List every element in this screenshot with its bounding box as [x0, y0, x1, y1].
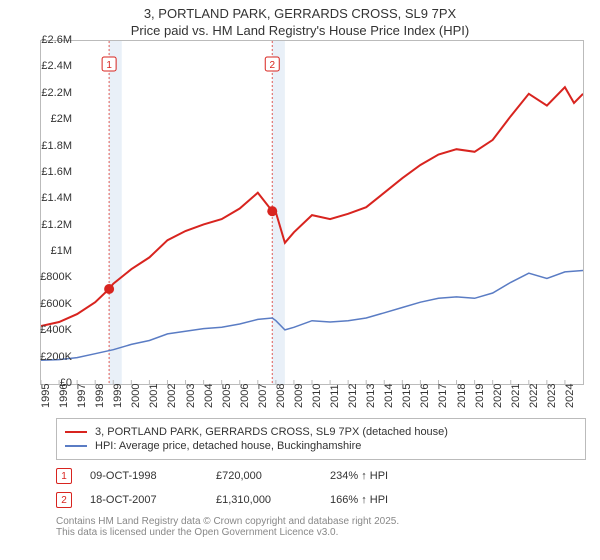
y-axis-label: £1.4M: [28, 192, 72, 204]
plot-region: 12: [40, 40, 584, 385]
footer-line: Contains HM Land Registry data © Crown c…: [56, 516, 586, 527]
event-badge-label: 2: [61, 495, 67, 506]
event-price: £720,000: [216, 470, 312, 482]
svg-text:2: 2: [269, 60, 275, 71]
y-axis-label: £1M: [28, 245, 72, 257]
event-price: £1,310,000: [216, 494, 312, 506]
event-badge: 2: [56, 492, 72, 508]
legend-swatch: [65, 431, 87, 433]
event-date: 09-OCT-1998: [90, 470, 198, 482]
event-badge-label: 1: [61, 471, 67, 482]
legend-swatch: [65, 445, 87, 447]
event-badge: 1: [56, 468, 72, 484]
svg-text:1: 1: [106, 60, 112, 71]
event-table: 1 09-OCT-1998 £720,000 234% ↑ HPI 2 18-O…: [56, 464, 586, 512]
event-row: 2 18-OCT-2007 £1,310,000 166% ↑ HPI: [56, 488, 586, 512]
legend-label: 3, PORTLAND PARK, GERRARDS CROSS, SL9 7P…: [95, 426, 448, 438]
event-delta: 234% ↑ HPI: [330, 470, 388, 482]
chart-title-block: 3, PORTLAND PARK, GERRARDS CROSS, SL9 7P…: [0, 0, 600, 40]
y-axis-label: £2.4M: [28, 60, 72, 72]
x-axis-label: 2024: [564, 368, 590, 408]
y-axis-label: £600K: [28, 298, 72, 310]
legend-box: 3, PORTLAND PARK, GERRARDS CROSS, SL9 7P…: [56, 418, 586, 460]
y-axis-label: £2M: [28, 113, 72, 125]
event-date: 18-OCT-2007: [90, 494, 198, 506]
title-line-2: Price paid vs. HM Land Registry's House …: [0, 23, 600, 38]
y-axis-label: £2.6M: [28, 34, 72, 46]
y-axis-label: £1.8M: [28, 140, 72, 152]
footer-attribution: Contains HM Land Registry data © Crown c…: [56, 516, 586, 538]
event-delta: 166% ↑ HPI: [330, 494, 388, 506]
legend-row: 3, PORTLAND PARK, GERRARDS CROSS, SL9 7P…: [65, 425, 577, 439]
footer-line: This data is licensed under the Open Gov…: [56, 527, 586, 538]
legend-row: HPI: Average price, detached house, Buck…: [65, 439, 577, 453]
title-line-1: 3, PORTLAND PARK, GERRARDS CROSS, SL9 7P…: [0, 6, 600, 21]
y-axis-label: £200K: [28, 351, 72, 363]
legend-label: HPI: Average price, detached house, Buck…: [95, 440, 361, 452]
y-axis-label: £1.2M: [28, 219, 72, 231]
y-axis-label: £400K: [28, 324, 72, 336]
plot-svg: 12: [41, 41, 583, 384]
y-axis-label: £1.6M: [28, 166, 72, 178]
chart-area: 12 £0£200K£400K£600K£800K£1M£1.2M£1.4M£1…: [36, 40, 596, 410]
y-axis-label: £800K: [28, 271, 72, 283]
y-axis-label: £2.2M: [28, 87, 72, 99]
event-row: 1 09-OCT-1998 £720,000 234% ↑ HPI: [56, 464, 586, 488]
